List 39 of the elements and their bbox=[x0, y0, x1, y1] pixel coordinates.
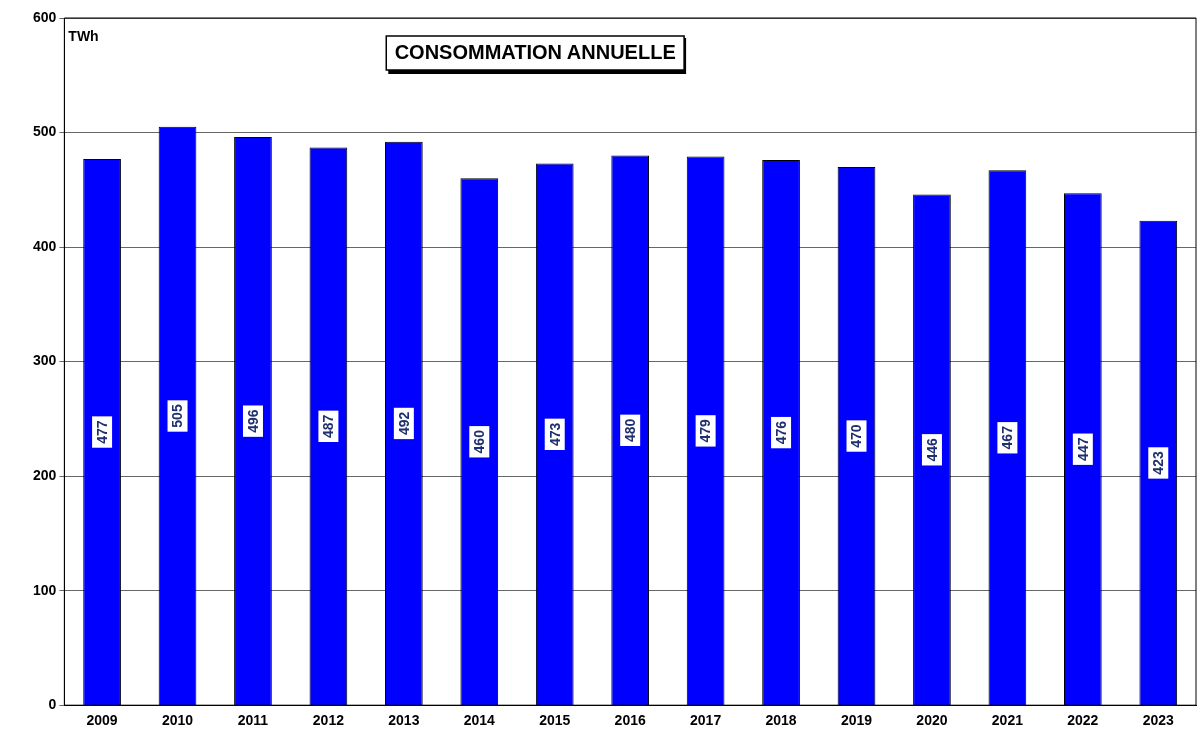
data-label: 505 bbox=[169, 404, 186, 428]
x-tick-label: 2020 bbox=[916, 712, 948, 729]
y-tick-label: 100 bbox=[33, 581, 57, 598]
x-tick-label: 2022 bbox=[1067, 712, 1099, 729]
y-tick-label: 600 bbox=[33, 8, 57, 25]
data-label: 470 bbox=[848, 424, 865, 448]
x-tick-label: 2017 bbox=[690, 712, 722, 729]
x-tick-label: 2011 bbox=[237, 712, 269, 729]
x-tick-label: 2019 bbox=[840, 712, 873, 729]
data-label: 467 bbox=[999, 425, 1016, 450]
data-label: 496 bbox=[244, 409, 261, 433]
x-tick-label: 2015 bbox=[539, 712, 571, 729]
data-label: 477 bbox=[93, 420, 110, 444]
data-label: 460 bbox=[471, 429, 488, 454]
y-tick-label: 200 bbox=[33, 466, 57, 483]
data-label: 423 bbox=[1150, 451, 1167, 475]
x-tick-label: 2012 bbox=[312, 712, 345, 729]
x-tick-label: 2016 bbox=[614, 712, 646, 729]
data-label: 447 bbox=[1074, 437, 1091, 461]
data-label: 487 bbox=[320, 414, 337, 438]
data-label: 479 bbox=[697, 419, 714, 443]
y-tick-label: 400 bbox=[33, 237, 57, 254]
y-tick-label: 500 bbox=[33, 123, 57, 140]
text: CONSOMMATION ANNUELLE bbox=[394, 40, 676, 63]
x-tick-label: 2010 bbox=[161, 712, 194, 729]
data-label: 473 bbox=[546, 422, 563, 447]
x-tick-label: 2014 bbox=[463, 712, 496, 729]
x-tick-label: 2023 bbox=[1142, 712, 1175, 729]
y-axis-title: TWh bbox=[68, 27, 99, 44]
data-label: 476 bbox=[772, 420, 789, 445]
data-label: 480 bbox=[622, 418, 639, 442]
y-tick-label: 0 bbox=[48, 696, 57, 713]
x-tick-label: 2018 bbox=[765, 712, 797, 729]
x-tick-label: 2013 bbox=[388, 712, 420, 729]
data-label: 492 bbox=[395, 411, 412, 436]
data-label: 446 bbox=[923, 437, 940, 462]
x-tick-label: 2021 bbox=[991, 712, 1024, 729]
y-tick-label: 300 bbox=[33, 352, 57, 369]
x-tick-label: 2009 bbox=[86, 712, 118, 729]
